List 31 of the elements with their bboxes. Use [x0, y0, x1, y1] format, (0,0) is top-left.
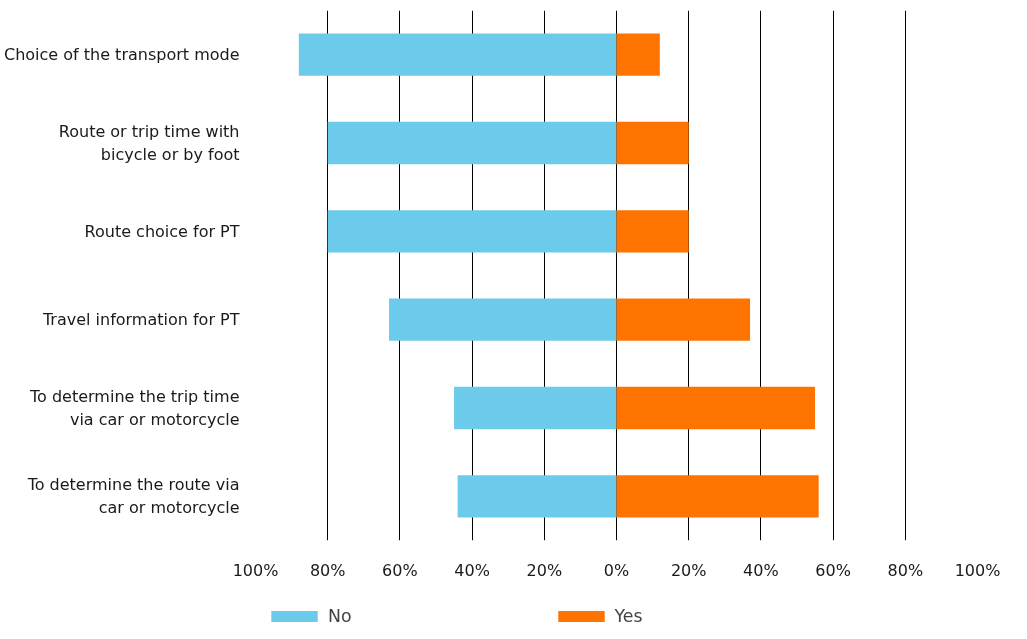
y-tick-label: Route or trip time with bicycle or by foot [58, 122, 240, 164]
bar [616, 121, 689, 165]
bar [616, 386, 816, 430]
y-tick-label: To determine the route via car or motorcycle [26, 475, 240, 518]
bar [616, 475, 819, 518]
bar [327, 121, 617, 165]
bar [616, 210, 689, 253]
y-tick-label: Choice of the transport mode [3, 45, 240, 65]
y-tick-label: Route choice for PT [84, 221, 240, 241]
x-tick-label: 20% [670, 560, 707, 580]
bar [616, 33, 660, 76]
y-tick-label: To determine the trip time via car or motorcycle [29, 387, 240, 429]
x-tick-label: 100% [232, 560, 279, 580]
x-tick-label: 60% [382, 560, 418, 580]
x-tick-label: 80% [309, 560, 346, 580]
x-tick-label: 40% [743, 560, 779, 580]
bar [327, 210, 617, 253]
bar [298, 33, 617, 76]
x-tick-label: 80% [887, 560, 924, 580]
bar [454, 386, 617, 430]
x-tick-label: 100% [954, 560, 1001, 580]
x-tick-label: 60% [815, 560, 851, 580]
bar [616, 298, 751, 341]
x-tick-label: 0% [603, 560, 630, 580]
bar [457, 475, 617, 518]
x-tick-label: 20% [526, 560, 563, 580]
y-tick-label: Travel information for PT [41, 310, 240, 330]
legend-label: Yes [614, 606, 643, 626]
bar [389, 298, 617, 341]
legend-label: No [328, 606, 352, 626]
x-tick-label: 40% [454, 560, 490, 580]
